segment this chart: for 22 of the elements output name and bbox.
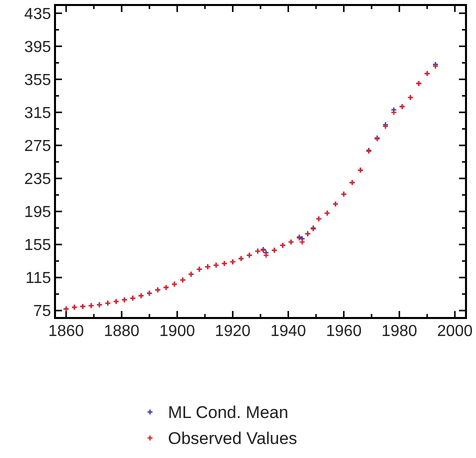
point [299, 238, 306, 246]
y-tick-label: 155 [24, 237, 52, 254]
legend-label: Observed Values [168, 428, 298, 448]
y-tick-label: 195 [24, 204, 52, 222]
x-tick-label: 1920 [214, 323, 251, 340]
x-tick-label: 1980 [382, 323, 418, 340]
x-tick-label: 1960 [326, 323, 362, 340]
y-tick-label: 395 [24, 38, 52, 56]
point [390, 109, 397, 116]
y-tick-label: 435 [24, 6, 52, 23]
y-tick-label: 235 [24, 171, 52, 188]
y-tick-label: 275 [24, 138, 52, 155]
x-tick-label: 1900 [159, 323, 196, 340]
x-tick-label: 2000 [437, 323, 473, 340]
x-tick-label: 1860 [48, 323, 84, 340]
y-tick-label: 115 [25, 270, 52, 288]
x-tick-label: 1940 [270, 323, 306, 340]
y-tick-label: 315 [24, 104, 52, 122]
y-tick-label: 355 [24, 72, 52, 89]
x-tick-label: 1880 [104, 323, 140, 340]
y-tick-label: 75 [33, 303, 52, 320]
legend-label: ML Cond. Mean [168, 402, 288, 422]
